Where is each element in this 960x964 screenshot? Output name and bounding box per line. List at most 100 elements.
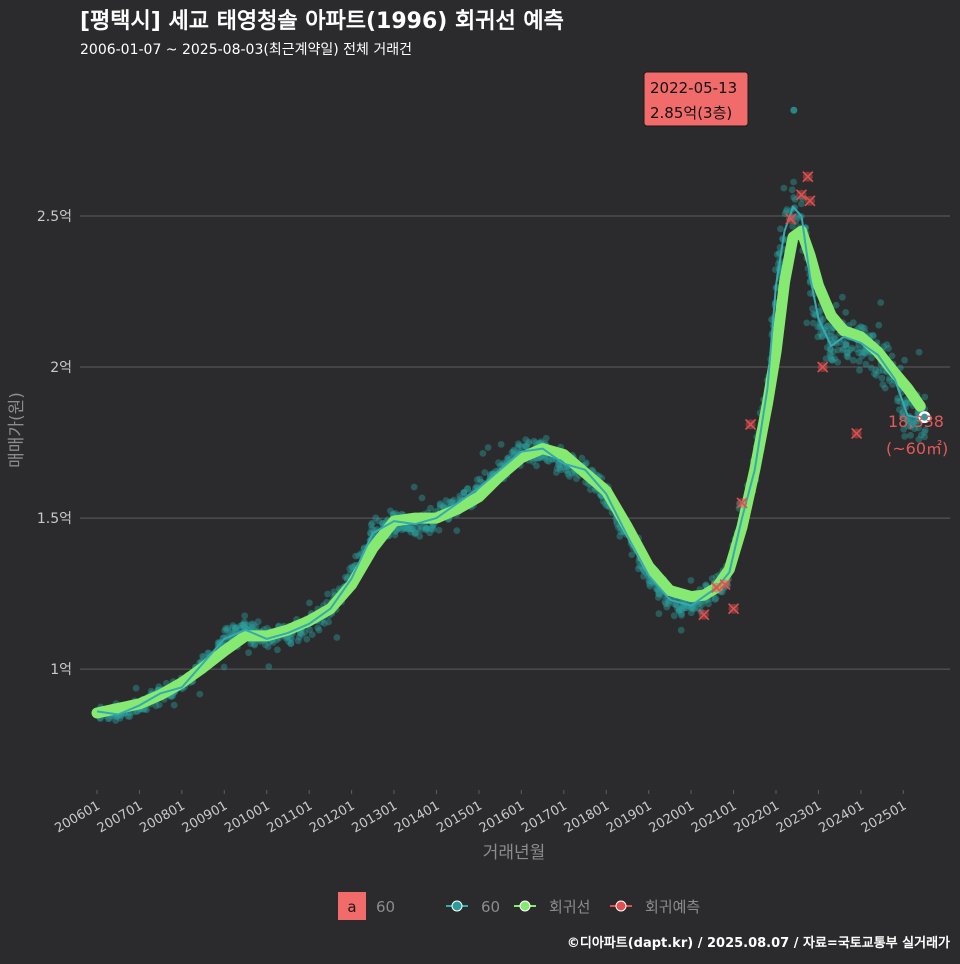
- trade-point: [436, 504, 444, 512]
- trade-point: [661, 598, 669, 606]
- trade-point: [790, 194, 798, 201]
- trade-point: [308, 631, 316, 638]
- trade-point: [862, 360, 870, 368]
- trade-point: [791, 195, 799, 203]
- trade-point: [555, 461, 563, 469]
- trade-point: [232, 626, 240, 634]
- trade-point: [827, 345, 834, 353]
- trade-point: [858, 349, 865, 356]
- trade-point: [628, 551, 636, 558]
- trade-point: [687, 609, 695, 617]
- trade-point: [827, 333, 835, 340]
- trade-point: [398, 526, 406, 534]
- trade-point: [564, 470, 572, 478]
- trade-point: [856, 366, 863, 374]
- trade-point: [514, 444, 522, 451]
- trade-point: [827, 328, 835, 335]
- trade-point: [352, 552, 359, 560]
- trade-point: [216, 639, 223, 646]
- x-tick-label: 202001: [647, 798, 697, 836]
- trade-point: [855, 349, 863, 357]
- trade-point: [843, 349, 851, 357]
- trade-point: [842, 341, 850, 349]
- trade-point: [248, 620, 256, 628]
- trade-point: [132, 684, 140, 692]
- trade-point: [840, 345, 847, 352]
- chart-subtitle: 2006-01-07 ~ 2025-08-03(최근계약일) 전체 거래건: [80, 42, 412, 58]
- trade-point: [675, 607, 683, 614]
- trade-point: [646, 582, 654, 590]
- trade-point: [556, 464, 564, 472]
- trade-point: [232, 626, 240, 634]
- trade-point: [868, 354, 875, 362]
- y-tick-label: 1억: [50, 662, 72, 678]
- trade-point: [476, 475, 484, 483]
- legend-predicted-key-dot: [615, 900, 627, 912]
- trade-point: [844, 353, 852, 361]
- trade-point: [239, 621, 247, 629]
- trade-point: [231, 624, 239, 632]
- trade-point: [495, 459, 502, 467]
- trade-point: [809, 319, 817, 327]
- trade-point: [247, 640, 255, 647]
- trade-point: [904, 417, 911, 424]
- highlight-point: [790, 106, 798, 114]
- trade-point: [306, 626, 313, 633]
- trade-point: [689, 605, 697, 613]
- trade-point: [839, 346, 846, 354]
- trade-point: [915, 436, 923, 443]
- trade-point: [421, 523, 429, 531]
- trade-point: [270, 639, 277, 646]
- highlight-annotation: 2022-05-13 2.85억(3층): [643, 71, 749, 127]
- trade-point: [446, 498, 454, 506]
- trade-point: [407, 528, 415, 536]
- trade-point: [456, 492, 464, 500]
- trade-point: [780, 184, 788, 192]
- trend-line-group: [96, 205, 931, 716]
- trade-point: [789, 223, 796, 230]
- trade-point: [116, 714, 124, 722]
- x-tick-label: 201701: [519, 798, 569, 836]
- trade-point: [460, 489, 468, 496]
- x-tick-label: 202401: [816, 798, 866, 836]
- trade-point: [484, 444, 492, 451]
- legend-predicted-label: 회귀예측: [645, 898, 700, 916]
- trade-point: [262, 641, 269, 649]
- trade-point: [427, 504, 434, 512]
- trade-point: [879, 381, 887, 388]
- trade-point: [412, 529, 419, 537]
- trade-point: [790, 178, 797, 186]
- trade-point: [566, 472, 573, 480]
- trade-point: [645, 577, 653, 585]
- trade-point: [423, 525, 431, 532]
- trade-point: [672, 601, 680, 609]
- trade-point: [705, 600, 712, 608]
- trade-point: [663, 603, 671, 611]
- trade-point: [911, 425, 918, 432]
- trade-point: [912, 418, 920, 426]
- trade-point: [265, 663, 273, 670]
- trade-point: [333, 634, 341, 641]
- trade-point: [497, 441, 505, 448]
- legend-regression-key-dot: [519, 900, 531, 912]
- trade-point: [346, 565, 354, 573]
- trade-point: [842, 341, 850, 349]
- trade-point: [682, 604, 689, 612]
- trade-point: [429, 525, 437, 533]
- trade-point: [886, 377, 893, 384]
- x-tick-label: 201901: [604, 798, 654, 836]
- trade-point: [516, 442, 523, 449]
- trade-point: [460, 489, 468, 497]
- trade-point: [915, 424, 923, 432]
- predicted-points: [698, 171, 863, 621]
- trade-point: [229, 622, 237, 629]
- trade-point: [872, 366, 880, 374]
- trade-point: [529, 458, 537, 465]
- trade-point: [578, 454, 586, 462]
- trade-point: [264, 643, 272, 651]
- trade-point: [691, 604, 699, 612]
- y-axis-title: 매매가(원): [7, 392, 27, 468]
- trade-point: [862, 350, 870, 357]
- trade-point: [888, 352, 896, 360]
